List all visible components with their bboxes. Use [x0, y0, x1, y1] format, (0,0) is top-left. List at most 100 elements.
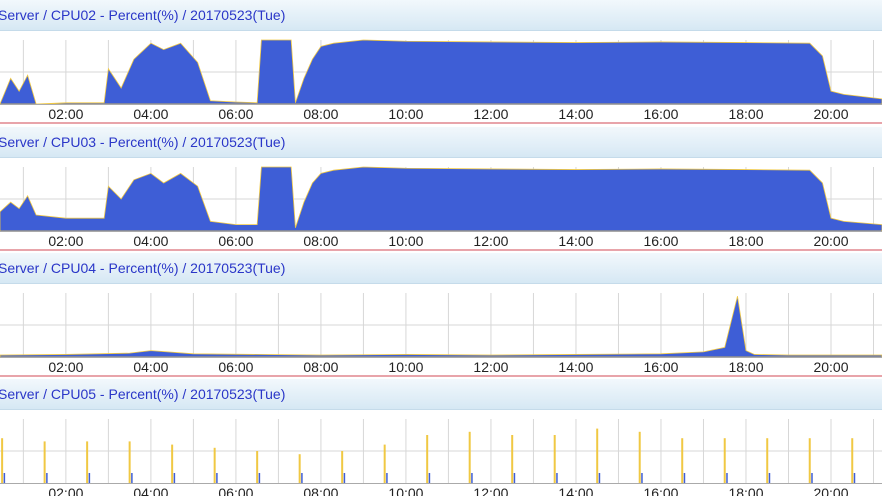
x-tick-label: 12:00 — [473, 359, 508, 375]
cpu-bar — [1, 438, 4, 483]
cpu-bar-low — [471, 473, 473, 483]
cpu-area-series — [0, 166, 882, 232]
cpu-area-series — [0, 39, 882, 105]
cpu-bar-low — [386, 473, 388, 483]
cpu-bar — [426, 435, 429, 483]
x-tick-label: 08:00 — [303, 233, 338, 249]
x-tick-label: 10:00 — [388, 106, 423, 122]
x-tick-label: 14:00 — [558, 485, 593, 496]
cpu-area-series — [0, 296, 882, 358]
x-tick-label: 06:00 — [218, 106, 253, 122]
cpu-bar-low — [216, 473, 218, 483]
chart-plot-cpu05: 02:00 04:00 06:00 08:00 10:00 12:00 14:00 16:00… — [0, 419, 882, 496]
x-tick-label: 14:00 — [558, 106, 593, 122]
cpu-bar-low — [3, 473, 6, 483]
x-tick-label: 18:00 — [728, 233, 763, 249]
cpu-bar-low — [131, 473, 133, 483]
x-tick-label: 02:00 — [48, 233, 83, 249]
cpu-bar-low — [258, 473, 261, 483]
cpu-bar — [86, 441, 89, 483]
cpu-bar-low — [811, 473, 813, 483]
cpu-bar — [341, 451, 344, 483]
cpu-bar — [766, 438, 769, 483]
chart-panel-cpu03: Server / CPU03 - Percent(%) / 20170523(T… — [0, 127, 882, 252]
x-tick-label: 04:00 — [133, 359, 168, 375]
cpu-bar-low — [513, 473, 516, 483]
x-tick-label: 08:00 — [303, 106, 338, 122]
cpu-bar — [851, 438, 854, 483]
x-tick-label: 18:00 — [728, 359, 763, 375]
cpu-bar-low — [853, 473, 856, 483]
cpu-bar — [723, 438, 726, 483]
x-tick-label: 12:00 — [473, 106, 508, 122]
x-tick-label: 12:00 — [473, 233, 508, 249]
chart-title-bar: Server / CPU04 - Percent(%) / 20170523(T… — [0, 253, 882, 284]
chart-title-bar: Server / CPU03 - Percent(%) / 20170523(T… — [0, 127, 882, 158]
cpu-bar-low — [598, 473, 601, 483]
x-tick-label: 18:00 — [728, 485, 763, 496]
cpu-bar-low — [173, 473, 176, 483]
x-tick-label: 08:00 — [303, 359, 338, 375]
x-tick-label: 06:00 — [218, 359, 253, 375]
x-tick-label: 12:00 — [473, 485, 508, 496]
chart-title-bar: Server / CPU05 - Percent(%) / 20170523(T… — [0, 379, 882, 410]
cpu-bar — [596, 428, 599, 483]
x-tick-label: 10:00 — [388, 233, 423, 249]
chart-title-link[interactable]: Server / CPU03 - Percent(%) / 20170523(T… — [0, 134, 286, 150]
chart-plot-cpu03: 02:00 04:00 06:00 08:00 10:00 12:00 14:00 16:00… — [0, 166, 882, 251]
cpu-bar — [553, 435, 556, 483]
cpu-bar — [43, 441, 46, 483]
cpu-bar — [511, 435, 514, 483]
x-tick-label: 10:00 — [388, 485, 423, 496]
cpu-bar-low — [768, 473, 771, 483]
cpu-bar-low — [301, 473, 303, 483]
cpu-bar — [298, 454, 301, 483]
cpu-bar — [256, 451, 259, 483]
cpu-bar — [383, 444, 386, 483]
x-tick-label: 02:00 — [48, 485, 83, 496]
x-tick-label: 14:00 — [558, 233, 593, 249]
x-tick-label: 16:00 — [643, 485, 678, 496]
chart-title-link[interactable]: Server / CPU04 - Percent(%) / 20170523(T… — [0, 260, 286, 276]
cpu-bar-low — [641, 473, 643, 483]
chart-title-link[interactable]: Server / CPU02 - Percent(%) / 20170523(T… — [0, 7, 286, 23]
cpu-bar-low — [343, 473, 346, 483]
x-tick-label: 08:00 — [303, 485, 338, 496]
x-tick-label: 04:00 — [133, 233, 168, 249]
x-tick-label: 14:00 — [558, 359, 593, 375]
cpu-bar-low — [683, 473, 686, 483]
chart-panel-cpu05: Server / CPU05 - Percent(%) / 20170523(T… — [0, 379, 882, 496]
cpu-bar-low — [428, 473, 431, 483]
x-tick-label: 04:00 — [133, 485, 168, 496]
cpu-bar — [468, 431, 471, 483]
x-tick-label: 20:00 — [813, 233, 848, 249]
x-tick-label: 18:00 — [728, 106, 763, 122]
cpu-bar — [808, 438, 811, 483]
x-tick-label: 16:00 — [643, 359, 678, 375]
x-tick-label: 02:00 — [48, 106, 83, 122]
cpu-bar-low — [556, 473, 558, 483]
x-tick-label: 20:00 — [813, 359, 848, 375]
chart-panel-cpu04: Server / CPU04 - Percent(%) / 20170523(T… — [0, 253, 882, 378]
cpu-bar-low — [88, 473, 91, 483]
cpu-bar-low — [726, 473, 728, 483]
cpu-bar — [171, 444, 174, 483]
cpu-bar — [681, 438, 684, 483]
chart-title-bar: Server / CPU02 - Percent(%) / 20170523(T… — [0, 0, 882, 31]
cpu-bar-low — [46, 473, 48, 483]
cpu-bar — [638, 431, 641, 483]
x-tick-label: 16:00 — [643, 106, 678, 122]
x-tick-label: 02:00 — [48, 359, 83, 375]
cpu-bar — [213, 447, 216, 483]
chart-panel-cpu02: Server / CPU02 - Percent(%) / 20170523(T… — [0, 0, 882, 125]
x-tick-label: 16:00 — [643, 233, 678, 249]
x-tick-label: 20:00 — [813, 485, 848, 496]
x-tick-label: 10:00 — [388, 359, 423, 375]
chart-plot-cpu02: 02:00 04:00 06:00 08:00 10:00 12:00 14:00 16:00… — [0, 39, 882, 124]
x-tick-label: 06:00 — [218, 485, 253, 496]
x-tick-label: 04:00 — [133, 106, 168, 122]
chart-title-link[interactable]: Server / CPU05 - Percent(%) / 20170523(T… — [0, 386, 286, 402]
x-tick-label: 20:00 — [813, 106, 848, 122]
chart-plot-cpu04: 02:00 04:00 06:00 08:00 10:00 12:00 14:00 16:00… — [0, 293, 882, 377]
cpu-bar — [128, 441, 131, 483]
